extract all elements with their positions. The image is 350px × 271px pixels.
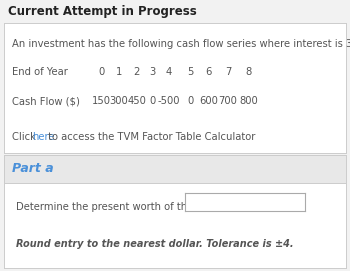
Text: -500: -500 [158, 96, 180, 106]
Text: End of Year: End of Year [12, 67, 68, 78]
Text: 300: 300 [109, 96, 128, 106]
Text: 7: 7 [225, 67, 231, 78]
Text: 150: 150 [92, 96, 111, 106]
Text: 0: 0 [98, 67, 105, 78]
Text: Cash Flow ($): Cash Flow ($) [12, 96, 79, 106]
Text: Round entry to the nearest dollar. Tolerance is ±4.: Round entry to the nearest dollar. Toler… [16, 239, 294, 249]
Text: Current Attempt in Progress: Current Attempt in Progress [8, 5, 196, 18]
Text: 2: 2 [133, 67, 140, 78]
Text: 1: 1 [116, 67, 122, 78]
Text: 4: 4 [166, 67, 172, 78]
Text: to access the TVM Factor Table Calculator: to access the TVM Factor Table Calculato… [45, 133, 256, 142]
Text: 800: 800 [239, 96, 258, 106]
Text: Determine the present worth of the series. $: Determine the present worth of the serie… [16, 202, 239, 212]
Text: 8: 8 [245, 67, 252, 78]
Text: 5: 5 [187, 67, 194, 78]
Text: 3: 3 [150, 67, 156, 78]
Text: 450: 450 [127, 96, 146, 106]
Text: 6: 6 [205, 67, 212, 78]
Text: 0: 0 [150, 96, 156, 106]
Text: 700: 700 [218, 96, 237, 106]
Text: An investment has the following cash flow series where interest is 3%:: An investment has the following cash flo… [12, 38, 350, 49]
Text: here: here [32, 133, 54, 142]
Text: 600: 600 [199, 96, 218, 106]
Text: Part a: Part a [12, 163, 53, 176]
Text: Click: Click [12, 133, 38, 142]
Text: 0: 0 [187, 96, 194, 106]
